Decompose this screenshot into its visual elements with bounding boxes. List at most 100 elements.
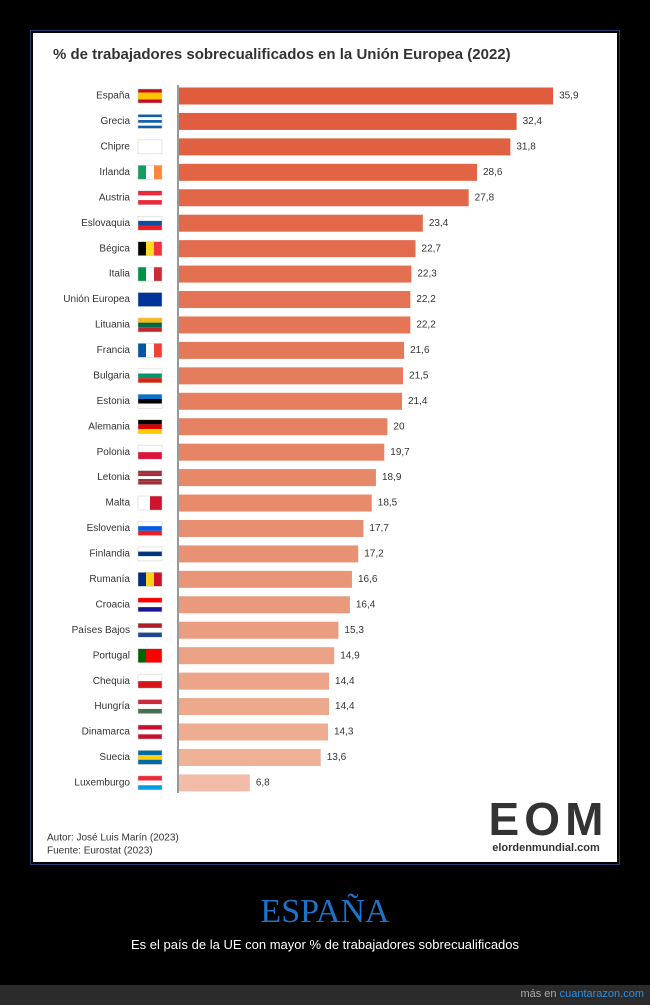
value-label: 20 xyxy=(393,421,405,432)
flag-stripe xyxy=(138,398,162,404)
bar xyxy=(179,519,364,537)
bar xyxy=(179,214,423,232)
flag-stripe xyxy=(138,117,162,121)
category-label: Estonia xyxy=(97,396,131,407)
flag-stripe xyxy=(138,220,162,226)
flag-stripe xyxy=(138,704,162,709)
value-label: 22,3 xyxy=(417,269,437,280)
flag-border xyxy=(137,317,163,333)
category-label: Unión Europea xyxy=(63,294,130,305)
flag-border xyxy=(137,648,163,663)
flag-border xyxy=(137,622,163,638)
flag-stripe xyxy=(138,120,162,123)
bar xyxy=(179,265,412,283)
bar xyxy=(179,570,352,588)
flag-stripe xyxy=(138,708,162,714)
bar xyxy=(179,596,350,614)
chart: % de trabajadores sobrecualificados en l… xyxy=(47,46,604,857)
bar xyxy=(179,189,469,207)
category-label: Finlandia xyxy=(89,549,130,560)
bar xyxy=(179,774,250,792)
flag-border xyxy=(137,572,163,587)
flag-stripe xyxy=(154,165,162,180)
flag-border xyxy=(137,114,163,129)
flag-border xyxy=(137,597,163,613)
flag-stripe xyxy=(138,114,162,118)
value-label: 17,7 xyxy=(369,523,389,534)
flag-stripe xyxy=(138,139,162,154)
flag-stripe xyxy=(138,530,162,536)
flag-border xyxy=(137,521,163,536)
flag-stripe xyxy=(138,225,162,231)
flag-stripe xyxy=(138,322,162,328)
value-label: 22,2 xyxy=(416,320,436,331)
flag-stripe xyxy=(138,623,162,628)
site-link[interactable]: cuantarazon.com xyxy=(559,988,644,1000)
flag-stripe xyxy=(146,165,154,180)
flag-stripe xyxy=(138,125,162,129)
value-label: 28,6 xyxy=(483,167,503,178)
flag-stripe xyxy=(138,267,146,282)
flag-stripe xyxy=(154,343,162,358)
bar xyxy=(179,316,411,334)
flag-stripe xyxy=(138,122,162,126)
footer-bar: más en cuantarazon.com xyxy=(0,985,650,1005)
flag-stripe xyxy=(138,546,162,552)
flag-stripe xyxy=(138,373,162,379)
flag-stripe xyxy=(138,452,162,460)
value-label: 13,6 xyxy=(327,752,347,763)
flag-stripe xyxy=(138,394,162,399)
category-label: Bégica xyxy=(99,243,130,254)
bar xyxy=(179,112,517,130)
flag-stripe xyxy=(138,479,162,482)
flag-stripe xyxy=(138,607,162,612)
flag-stripe xyxy=(146,241,154,256)
value-label: 32,4 xyxy=(523,116,543,127)
bar xyxy=(179,392,402,410)
flag-stripe xyxy=(154,241,162,256)
flag-stripe xyxy=(138,200,162,205)
category-label: Lituania xyxy=(95,320,130,331)
category-label: Polonia xyxy=(97,447,131,458)
value-label: 23,4 xyxy=(429,218,449,229)
flag-stripe xyxy=(138,597,162,603)
flag-stripe xyxy=(138,602,162,608)
bar xyxy=(179,367,404,385)
logo-url: elordenmundial.com xyxy=(492,842,600,854)
flag-stripe xyxy=(146,648,154,663)
flag-stripe xyxy=(138,734,162,739)
flag-stripe xyxy=(138,725,162,730)
flag-stripe xyxy=(138,327,162,332)
flag-border xyxy=(137,241,163,256)
flag-stripe xyxy=(138,729,162,735)
bar xyxy=(179,647,335,665)
flag-stripe xyxy=(138,627,162,633)
bar xyxy=(179,672,330,690)
flag-stripe xyxy=(146,267,154,282)
source: Fuente: Eurostat (2023) xyxy=(47,846,153,857)
flag-border xyxy=(137,292,163,307)
category-label: Austria xyxy=(99,192,131,203)
flag-border xyxy=(137,165,163,180)
category-label: Italia xyxy=(109,269,131,280)
flag-border xyxy=(137,750,163,765)
caption-text: Es el país de la UE con mayor % de traba… xyxy=(130,937,520,952)
value-label: 14,4 xyxy=(335,676,355,687)
flag-stripe xyxy=(138,750,162,756)
value-label: 18,5 xyxy=(378,498,398,509)
flag-stripe xyxy=(138,317,162,323)
category-label: Dinamarca xyxy=(82,727,131,738)
value-label: 35,9 xyxy=(559,91,579,102)
value-label: 18,9 xyxy=(382,472,402,483)
flag-stripe xyxy=(138,699,162,705)
chart-title: % de trabajadores sobrecualificados en l… xyxy=(53,46,511,63)
value-label: 21,4 xyxy=(408,396,428,407)
flag-stripe xyxy=(154,648,162,663)
value-label: 16,4 xyxy=(356,599,376,610)
value-label: 22,2 xyxy=(416,294,436,305)
flag-stripe xyxy=(138,681,162,689)
flag-stripe xyxy=(138,476,162,479)
flag-border xyxy=(137,495,163,511)
category-label: España xyxy=(96,91,130,102)
